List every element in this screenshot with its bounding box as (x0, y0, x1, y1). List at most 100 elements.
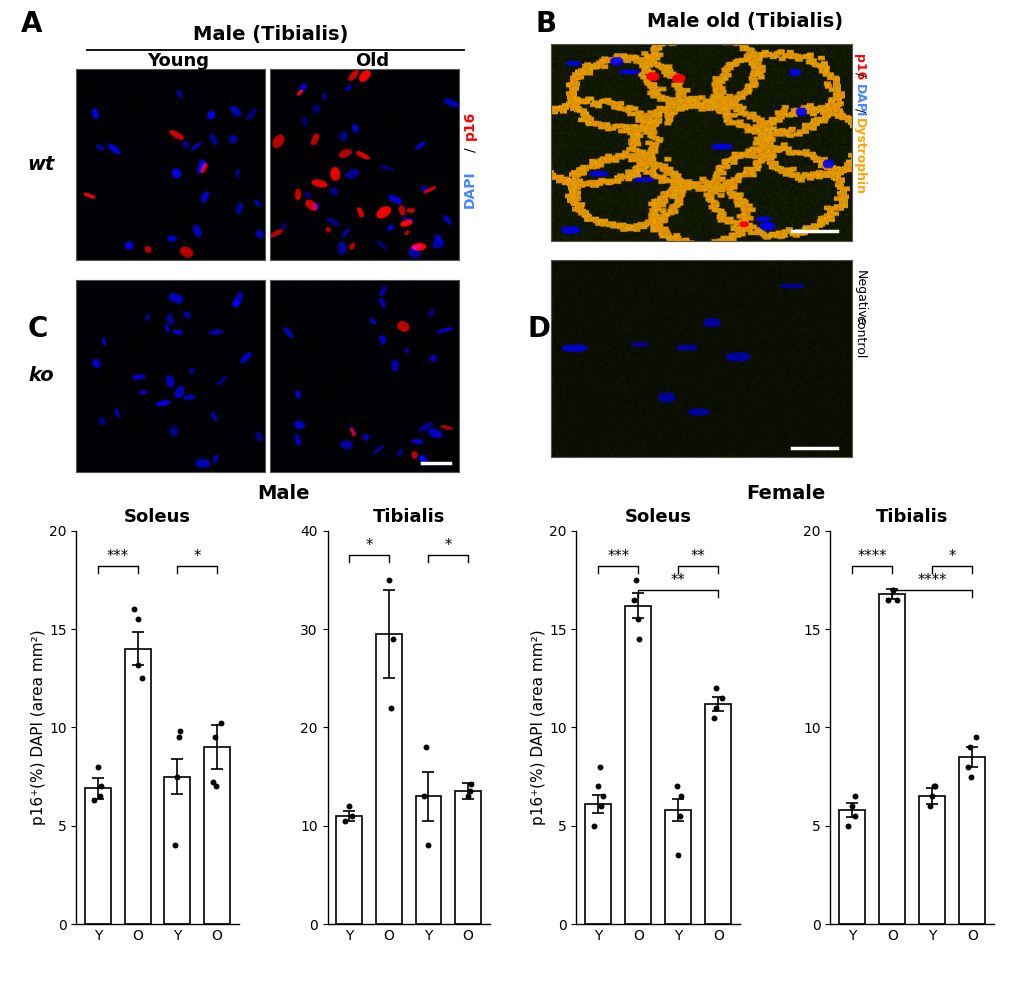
Point (418, 739, 434, 755)
Text: Male (Tibialis): Male (Tibialis) (193, 25, 347, 43)
Point (707, 700, 723, 716)
Bar (124, 649, 151, 924)
Point (840, 818, 856, 834)
Point (846, 788, 862, 804)
Bar (86, 788, 111, 924)
Text: **: ** (671, 573, 685, 588)
Point (959, 759, 975, 775)
Point (207, 729, 223, 745)
Text: p16: p16 (853, 54, 865, 81)
Text: Dystrophin: Dystrophin (853, 118, 865, 195)
Text: DAPI: DAPI (463, 170, 477, 208)
Point (169, 769, 185, 784)
Bar (959, 757, 984, 924)
Point (594, 788, 610, 804)
Point (707, 680, 723, 696)
Text: Young: Young (148, 52, 209, 70)
Point (133, 670, 150, 686)
Text: A: A (20, 10, 42, 37)
Text: /: / (463, 147, 477, 152)
Point (86, 792, 102, 808)
Text: B: B (535, 10, 556, 37)
Text: *: * (444, 539, 451, 553)
Point (92, 788, 108, 804)
Y-axis label: p16⁺(%) DAPI (area mm²): p16⁺(%) DAPI (area mm²) (531, 629, 545, 826)
Text: C: C (28, 315, 48, 342)
Point (669, 847, 686, 863)
Point (967, 729, 983, 745)
Point (416, 788, 432, 804)
Point (592, 759, 608, 775)
Bar (664, 810, 691, 924)
Point (713, 690, 730, 706)
Point (630, 631, 646, 647)
Text: **: ** (690, 549, 705, 564)
Text: *: * (365, 539, 372, 553)
Text: ****: **** (917, 573, 947, 588)
Point (381, 572, 397, 588)
Point (883, 582, 900, 598)
Point (460, 788, 476, 804)
Point (879, 592, 896, 607)
Title: Soleus: Soleus (124, 508, 191, 527)
Point (846, 808, 862, 824)
Bar (336, 816, 362, 924)
Title: Tibialis: Tibialis (875, 508, 948, 527)
Point (212, 716, 228, 731)
Text: /: / (853, 72, 865, 76)
Text: ****: **** (857, 549, 887, 564)
Bar (704, 704, 731, 924)
Point (668, 779, 685, 794)
Y-axis label: p16⁺(%) DAPI (area mm²): p16⁺(%) DAPI (area mm²) (32, 629, 46, 826)
Point (90, 759, 106, 775)
Title: Tibialis: Tibialis (372, 508, 444, 527)
Text: Male old (Tibialis): Male old (Tibialis) (646, 12, 842, 30)
Point (626, 592, 642, 607)
Text: ***: *** (107, 549, 129, 564)
Point (628, 572, 644, 588)
Point (167, 838, 183, 853)
Text: p16: p16 (463, 111, 477, 140)
Point (630, 611, 646, 627)
Point (172, 723, 189, 739)
Point (586, 818, 602, 834)
Point (461, 783, 477, 799)
Point (589, 779, 605, 794)
Bar (625, 606, 651, 924)
Text: ***: *** (606, 549, 629, 564)
Point (883, 582, 900, 598)
Text: *: * (194, 549, 201, 564)
Point (962, 769, 978, 784)
Point (921, 798, 937, 814)
Point (129, 611, 146, 627)
Text: *: * (948, 549, 955, 564)
Bar (839, 810, 865, 924)
Point (385, 631, 401, 647)
Bar (204, 747, 229, 924)
Bar (415, 796, 441, 924)
Point (93, 779, 109, 794)
Point (923, 788, 940, 804)
Point (705, 710, 721, 725)
Point (204, 775, 220, 790)
Point (843, 798, 859, 814)
Point (961, 739, 977, 755)
Bar (918, 796, 945, 924)
Point (382, 700, 398, 716)
Text: /: / (853, 108, 865, 112)
Point (463, 777, 479, 792)
Bar (454, 791, 480, 924)
Point (592, 798, 608, 814)
Point (888, 592, 904, 607)
Point (420, 838, 436, 853)
Text: ko: ko (28, 367, 54, 385)
Point (340, 798, 357, 814)
Point (343, 808, 360, 824)
Point (207, 779, 223, 794)
Point (925, 779, 942, 794)
Text: Female: Female (745, 484, 824, 502)
Text: control: control (853, 315, 865, 358)
Bar (585, 804, 610, 924)
Point (673, 788, 689, 804)
Text: DAPI: DAPI (853, 84, 865, 117)
